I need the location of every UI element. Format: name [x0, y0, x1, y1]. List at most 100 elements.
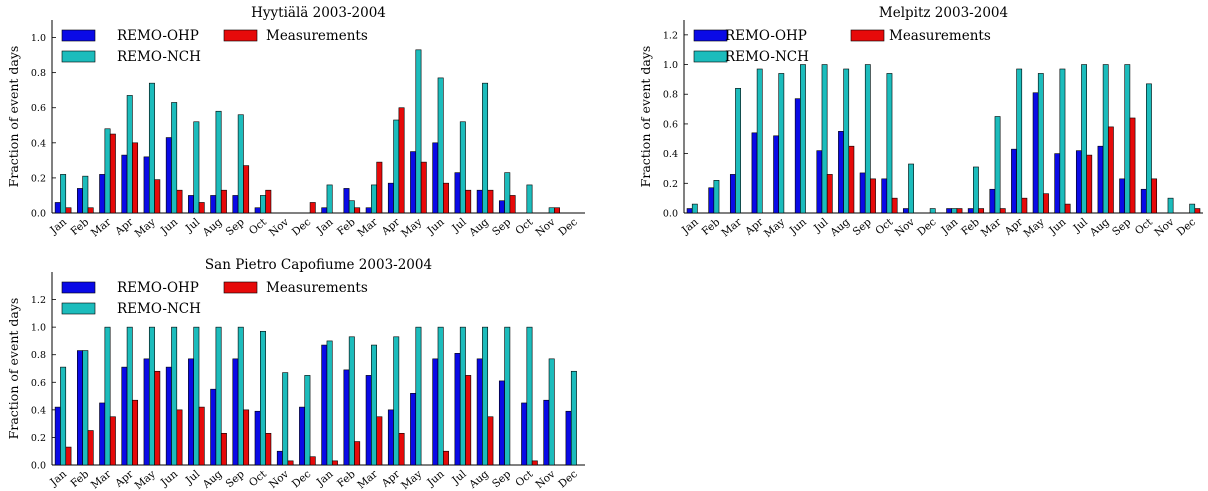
bar-remo-nch [104, 326, 111, 466]
bar-measurements [1107, 126, 1114, 214]
bar-remo-nch [171, 326, 178, 466]
bar-remo-nch [126, 95, 133, 214]
bar-remo-nch [482, 82, 489, 214]
legend-label: Measurements [266, 28, 368, 44]
bar-remo-ohp [751, 132, 758, 214]
x-tick-label: Jul [1071, 216, 1091, 235]
legend-label: Measurements [889, 28, 991, 44]
bar-remo-ohp [365, 207, 372, 214]
x-tick-label: Mar [89, 215, 114, 239]
bar-remo-nch [504, 326, 511, 466]
bar-remo-ohp [165, 137, 172, 214]
legend-swatch [693, 29, 728, 42]
x-tick-label: Oct [513, 468, 536, 490]
bar-remo-ohp [387, 182, 394, 214]
y-tick-label: 1.2 [31, 295, 46, 306]
x-tick-label: May [762, 216, 787, 240]
bar-measurements [309, 202, 316, 214]
x-tick-label: Aug [200, 216, 225, 240]
bar-remo-ohp [188, 195, 194, 214]
y-axis-label: Fraction of event days [6, 46, 21, 188]
x-tick-label: Apr [112, 215, 136, 238]
bar-remo-nch [1189, 203, 1196, 214]
bar-measurements [243, 409, 250, 466]
x-tick-label: Nov [1152, 216, 1176, 239]
bar-remo-nch [415, 326, 422, 466]
bar-measurements [243, 165, 250, 214]
bar-remo-ohp [816, 150, 823, 214]
legend-label: REMO-NCH [117, 49, 201, 65]
bar-remo-nch [778, 73, 785, 214]
x-tick-label: Jan [47, 468, 69, 489]
y-tick-label: 0.0 [31, 209, 46, 220]
x-tick-label: Oct [873, 216, 896, 238]
bar-remo-ohp [254, 207, 261, 214]
bar-measurements [443, 450, 449, 466]
bar-remo-nch [237, 326, 244, 466]
bar-remo-ohp [410, 151, 417, 214]
y-tick-label: 0.8 [663, 90, 678, 101]
x-tick-label: Jun [425, 468, 447, 489]
bar-remo-ohp [881, 178, 888, 214]
bar-measurements [176, 189, 183, 214]
x-tick-label: Nov [533, 468, 557, 491]
bar-measurements [1129, 117, 1136, 214]
bar-remo-nch [237, 114, 244, 214]
bar-remo-nch [82, 350, 89, 466]
bar-measurements [891, 197, 898, 214]
bar-remo-ohp [989, 188, 996, 214]
x-tick-label: Feb [68, 468, 91, 490]
bar-remo-nch [1081, 64, 1087, 214]
x-tick-label: Dec [290, 468, 314, 490]
y-tick-label: 1.0 [31, 33, 46, 44]
bar-remo-nch [459, 326, 466, 466]
bar-measurements [331, 460, 338, 466]
x-tick-label: Feb [335, 216, 358, 238]
y-tick-label: 0.8 [31, 68, 46, 79]
x-tick-label: Mar [355, 467, 380, 491]
legend-label: Measurements [266, 280, 368, 296]
y-tick-label: 1.0 [31, 323, 46, 334]
bar-remo-ohp [321, 344, 328, 466]
bar-remo-nch [437, 326, 444, 466]
bar-remo-nch [171, 102, 178, 214]
bar-remo-ohp [946, 208, 953, 214]
legend-label: REMO-NCH [725, 49, 809, 65]
x-tick-label: Apr [379, 467, 403, 490]
bar-remo-nch [526, 326, 533, 466]
x-tick-label: Jun [1046, 216, 1068, 237]
bar-remo-nch [260, 195, 266, 214]
bar-remo-nch [393, 336, 400, 466]
bar-remo-nch [864, 64, 871, 214]
x-tick-label: Aug [1087, 216, 1112, 240]
bar-remo-nch [886, 73, 893, 214]
bar-remo-nch [1102, 64, 1109, 214]
x-tick-label: Apr [379, 215, 403, 238]
bar-measurements [176, 409, 183, 466]
bar-remo-ohp [1075, 150, 1082, 214]
bar-remo-nch [548, 358, 555, 466]
bar-remo-ohp [165, 366, 172, 466]
y-axis-label: Fraction of event days [6, 298, 21, 440]
bar-measurements [132, 142, 139, 214]
x-tick-label: Jun [787, 216, 809, 237]
bar-remo-ohp [410, 393, 417, 466]
legend-label: REMO-OHP [117, 28, 199, 44]
bar-measurements [1151, 178, 1158, 214]
bar-remo-nch [843, 68, 850, 214]
bar-measurements [65, 446, 72, 466]
bar-remo-nch [304, 375, 311, 466]
y-tick-label: 0.2 [31, 433, 46, 444]
x-tick-label: Jan [679, 216, 701, 237]
bar-remo-nch [800, 64, 806, 214]
bar-measurements [109, 133, 116, 214]
y-tick-label: 0.6 [663, 119, 678, 130]
bar-remo-nch [504, 172, 511, 214]
bar-remo-ohp [686, 208, 693, 214]
y-tick-label: 0.0 [663, 209, 678, 220]
bar-remo-ohp [1011, 148, 1017, 214]
bar-remo-ohp [232, 195, 239, 214]
x-tick-label: Jan [314, 468, 336, 489]
